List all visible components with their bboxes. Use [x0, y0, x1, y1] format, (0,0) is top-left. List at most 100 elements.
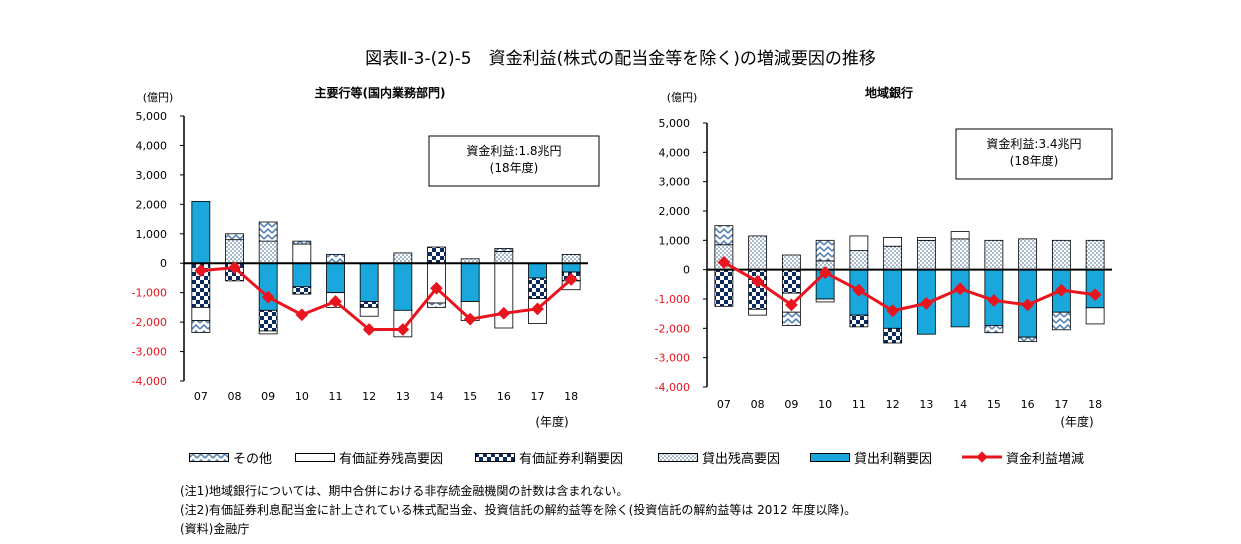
x-tick-label: 16: [497, 390, 511, 403]
chart-title: 主要行等(国内業務部門): [315, 85, 446, 100]
bar-loan_spread: [359, 262, 379, 302]
note-1: (注1)地域銀行については、期中合併における非存続金融機関の計数は含まれない。: [180, 484, 629, 498]
net-point: [463, 312, 477, 326]
bar-loan_bal: [1018, 238, 1038, 271]
y-tick-label: 4,000: [659, 146, 691, 159]
chart-regional-banks: 地域銀行 (億円) -4,000 -3,000 -2,000 -1,000 0 1,000 2,…: [655, 85, 1113, 429]
x-unit-label: (年度): [1060, 414, 1093, 429]
bar-sec_bal: [191, 306, 211, 322]
bar-loan_bal: [950, 238, 970, 271]
bar-loan_spread: [292, 262, 312, 288]
bar-loan_bal: [748, 235, 768, 271]
bar-other: [984, 324, 1004, 334]
bar-sec_spread: [292, 286, 312, 295]
bar-sec_bal: [292, 243, 312, 264]
bar-loan_spread: [950, 269, 970, 328]
legend-item-sec-bal: 有価証券残高要因: [295, 448, 443, 467]
bar-sec_spread: [359, 301, 379, 308]
net-point: [329, 295, 342, 308]
legend-swatch-sec-spread: [475, 452, 515, 462]
bar-loan_spread: [883, 269, 903, 329]
annotation-text: 資金利益:1.8兆円: [466, 143, 561, 158]
annotation-box: [955, 128, 1113, 180]
bar-sec_bal: [815, 298, 835, 303]
net-line: [723, 261, 1096, 313]
x-tick-label: 11: [852, 398, 866, 411]
bar-loan_bal: [883, 245, 903, 271]
y-tick-label: 0: [160, 257, 167, 270]
net-point: [497, 306, 511, 320]
legend-item-sec-spread: 有価証券利鞘要因: [475, 448, 623, 467]
x-tick-label: 12: [362, 390, 376, 403]
bar-loan_bal: [849, 250, 869, 271]
bar-sec_spread: [714, 269, 734, 307]
y-tick-label: 5,000: [659, 117, 691, 130]
legend-label-loan-spread: 貸出利鞘要因: [854, 451, 933, 467]
y-tick-label: -1,000: [132, 287, 167, 300]
bar-other: [427, 302, 446, 308]
net-point: [362, 323, 376, 336]
y-tick-label: -2,000: [132, 316, 167, 329]
x-tick-label: 15: [987, 398, 1001, 411]
y-tick-label: 4,000: [136, 139, 168, 152]
bar-other: [258, 221, 278, 242]
net-point: [295, 308, 309, 322]
bar-sec_spread: [528, 277, 547, 299]
x-tick-label: 10: [818, 398, 832, 411]
x-tick-label: 12: [886, 398, 900, 411]
bar-sec_spread: [258, 309, 278, 332]
net-point: [430, 281, 443, 295]
bar-loan_bal: [1051, 239, 1071, 271]
bar-other: [815, 239, 835, 262]
unit-label: (億円): [143, 91, 174, 104]
note-source: (資料)金融庁: [180, 522, 250, 536]
x-tick-label: 09: [784, 398, 798, 411]
bar-loan_bal: [781, 254, 801, 271]
bar-other: [292, 240, 312, 245]
y-tick-label: 2,000: [659, 205, 691, 218]
bar-sec_bal: [359, 306, 379, 317]
bar-sec_bal: [849, 235, 869, 252]
x-tick-label: 18: [564, 390, 578, 403]
bar-sec_bal: [258, 330, 278, 335]
x-tick-label: 18: [1088, 398, 1102, 411]
net-point: [396, 323, 410, 336]
bar-sec_bal: [748, 308, 768, 316]
bar-loan_spread: [460, 262, 480, 302]
x-tick-label: 16: [1021, 398, 1035, 411]
y-tick-label: -4,000: [655, 381, 690, 394]
x-tick-label: 14: [953, 398, 967, 411]
legend-swatch-loan-spread: [810, 452, 850, 462]
net-point: [228, 261, 241, 275]
y-tick-label: 5,000: [136, 110, 168, 123]
legend-label-other: その他: [233, 451, 273, 467]
y-tick-label: 0: [683, 264, 690, 277]
y-tick-label: 3,000: [659, 176, 691, 189]
net-point: [194, 264, 208, 277]
y-tick-label: 3,000: [136, 169, 168, 182]
bar-loan_bal: [225, 239, 244, 264]
bar-sec_spread: [781, 269, 801, 294]
x-tick-label: 08: [228, 390, 242, 403]
net-point: [261, 290, 275, 304]
bar-sec_bal: [883, 236, 903, 247]
bar-loan_bal: [393, 252, 413, 264]
legend: その他 有価証券残高要因 有価証券利鞘要因 貸出残高要因 貸出利鞘要因 資金利益…: [0, 448, 1241, 467]
x-tick-label: 07: [194, 390, 208, 403]
bar-loan_spread: [528, 262, 547, 279]
x-tick-label: 13: [919, 398, 933, 411]
legend-label-loan-bal: 貸出残高要因: [702, 451, 781, 467]
y-tick-label: 1,000: [659, 234, 691, 247]
legend-swatch-sec-bal: [295, 452, 335, 462]
x-tick-label: 15: [463, 390, 477, 403]
page-title: 図表Ⅱ-3-(2)-5 資金利益(株式の配当金等を除く)の増減要因の推移: [365, 49, 876, 69]
bar-loan_spread: [326, 262, 345, 294]
bar-other: [191, 320, 211, 333]
x-tick-label: 17: [531, 390, 545, 403]
note-2: (注2)有価証券利息配当金に計上されている株式配当金、投資信託の解約益等を除く(…: [180, 503, 857, 517]
bar-other: [1051, 311, 1071, 331]
legend-item-net: 資金利益増減: [962, 448, 1084, 467]
annotation-text: (18年度): [490, 160, 539, 175]
annotation-text: (18年度): [1010, 153, 1059, 168]
bar-other: [494, 248, 514, 252]
